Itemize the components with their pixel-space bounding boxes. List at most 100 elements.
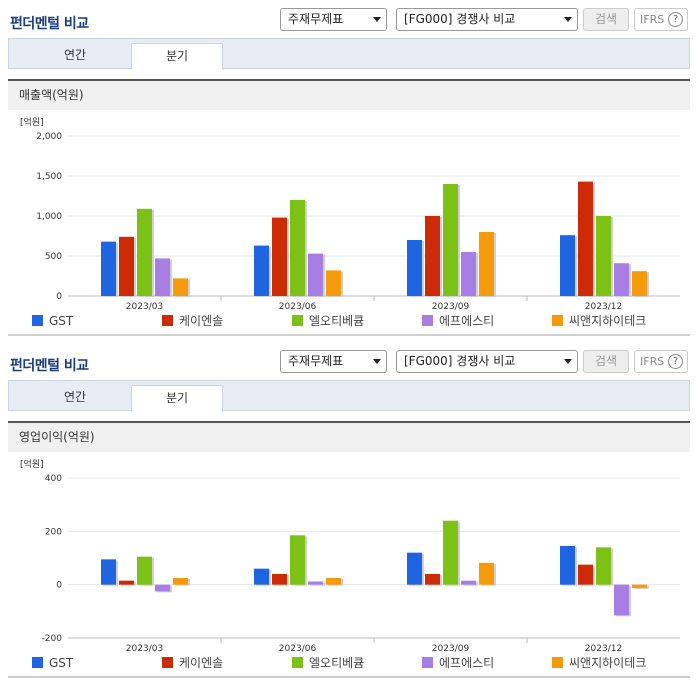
search-button[interactable]: 검색 [583, 350, 629, 373]
y-tick-label: 500 [45, 252, 62, 262]
bar [308, 581, 323, 585]
bar [137, 208, 152, 296]
fundamental-panel-operating-profit: 펀더멘털 비교 주재무제표 [FG000] 경쟁사 비교 검색 IFRS ? 연… [0, 342, 696, 684]
legend-swatch [162, 315, 173, 326]
bar [596, 216, 611, 296]
compare-select-value: [FG000] 경쟁사 비교 [404, 354, 516, 368]
chart-legend: GST 케이엔솔 엘오티베큠 에프에스티 씨앤지하이테크 [0, 655, 696, 673]
bar [443, 520, 458, 585]
bar [461, 252, 476, 296]
legend-swatch [32, 657, 43, 668]
x-tick-label: 2023/12 [585, 302, 622, 312]
help-icon: ? [668, 12, 683, 27]
tab-annual[interactable]: 연간 [63, 390, 87, 404]
bar [119, 580, 134, 585]
bar [119, 236, 134, 296]
legend-label: GST [49, 656, 74, 670]
y-tick-label: 200 [45, 527, 62, 537]
legend-item: 엘오티베큠 [292, 655, 364, 671]
y-unit-label: [억원] [20, 458, 44, 470]
legend-item: 에프에스티 [422, 655, 494, 671]
chevron-down-icon [373, 359, 381, 364]
search-button[interactable]: 검색 [583, 8, 629, 31]
bar [632, 271, 647, 296]
legend-item: 씨앤지하이테크 [552, 313, 646, 329]
section-title: 매출액(억원) [8, 79, 690, 110]
x-tick-label: 2023/06 [279, 302, 317, 312]
chevron-down-icon [373, 17, 381, 22]
bar [425, 574, 440, 585]
chart-legend: GST 케이엔솔 엘오티베큠 에프에스티 씨앤지하이테크 [0, 313, 696, 331]
legend-item: 케이엔솔 [162, 313, 223, 329]
ifrs-label: IFRS [640, 13, 665, 26]
bar [425, 216, 440, 296]
y-tick-label: 400 [45, 474, 62, 484]
legend-swatch [552, 315, 563, 326]
legend-swatch [292, 315, 303, 326]
section-title: 영업이익(억원) [8, 421, 690, 452]
y-tick-label: 1,000 [36, 212, 62, 222]
panel-header: 펀더멘털 비교 주재무제표 [FG000] 경쟁사 비교 검색 IFRS ? [0, 0, 696, 38]
legend-item: GST [32, 655, 73, 671]
compare-select[interactable]: [FG000] 경쟁사 비교 [396, 350, 578, 373]
bar [632, 584, 647, 588]
divider [8, 334, 690, 336]
bar [254, 245, 269, 296]
panel-title: 펀더멘털 비교 [10, 16, 89, 32]
legend-swatch [422, 315, 433, 326]
bar [326, 270, 341, 296]
ifrs-help-button[interactable]: IFRS ? [634, 8, 688, 31]
x-tick-label: 2023/03 [126, 302, 163, 312]
statement-select-value: 주재무제표 [288, 12, 344, 26]
legend-label: 엘오티베큠 [309, 656, 365, 670]
bar [614, 584, 629, 616]
period-tabs: 연간 분기 [8, 380, 690, 412]
statement-select[interactable]: 주재무제표 [280, 8, 387, 31]
bar [308, 253, 323, 296]
legend-swatch [292, 657, 303, 668]
legend-label: 씨앤지하이테크 [569, 314, 647, 328]
legend-swatch [422, 657, 433, 668]
bar [443, 184, 458, 296]
bar [461, 580, 476, 585]
tab-quarterly[interactable]: 분기 [131, 43, 223, 70]
legend-label: 에프에스티 [439, 314, 495, 328]
legend-label: 씨앤지하이테크 [569, 656, 647, 670]
bar [155, 584, 170, 592]
bar [290, 535, 305, 585]
bar [101, 559, 116, 585]
legend-label: 에프에스티 [439, 656, 495, 670]
x-tick-label: 2023/09 [432, 644, 470, 654]
legend-item: GST [32, 313, 73, 329]
help-icon: ? [668, 354, 683, 369]
bar [578, 181, 593, 296]
bar [326, 578, 341, 585]
tab-annual[interactable]: 연간 [63, 48, 87, 62]
bar [596, 547, 611, 585]
y-tick-label: 0 [56, 292, 62, 302]
operating-profit-bar-chart: [억원]400 200 0 -200 2023/03 2023/06 2023/09 2023… [20, 458, 680, 654]
x-tick-label: 2023/06 [279, 644, 317, 654]
bar [407, 240, 422, 296]
bar [254, 568, 269, 585]
bar [101, 241, 116, 296]
legend-item: 씨앤지하이테크 [552, 655, 646, 671]
bar [137, 556, 152, 585]
statement-select-value: 주재무제표 [288, 354, 344, 368]
compare-select[interactable]: [FG000] 경쟁사 비교 [396, 8, 578, 31]
x-tick-label: 2023/09 [432, 302, 470, 312]
bar [272, 217, 287, 296]
x-tick-label: 2023/12 [585, 644, 622, 654]
ifrs-help-button[interactable]: IFRS ? [634, 350, 688, 373]
tab-quarterly[interactable]: 분기 [131, 385, 223, 412]
sales-chart: [억원] 2,000 1,500 1,000 500 0 2023/03 2023/06 202… [8, 112, 690, 332]
sales-bar-chart: [억원] 2,000 1,500 1,000 500 0 2023/03 2023/06 202… [20, 116, 680, 312]
y-tick-label: 1,500 [36, 172, 62, 182]
bar [173, 278, 188, 296]
bar [479, 232, 494, 296]
compare-select-value: [FG000] 경쟁사 비교 [404, 12, 516, 26]
x-tick-label: 2023/03 [126, 644, 163, 654]
legend-label: 케이엔솔 [179, 314, 224, 328]
statement-select[interactable]: 주재무제표 [280, 350, 387, 373]
bar [407, 552, 422, 585]
